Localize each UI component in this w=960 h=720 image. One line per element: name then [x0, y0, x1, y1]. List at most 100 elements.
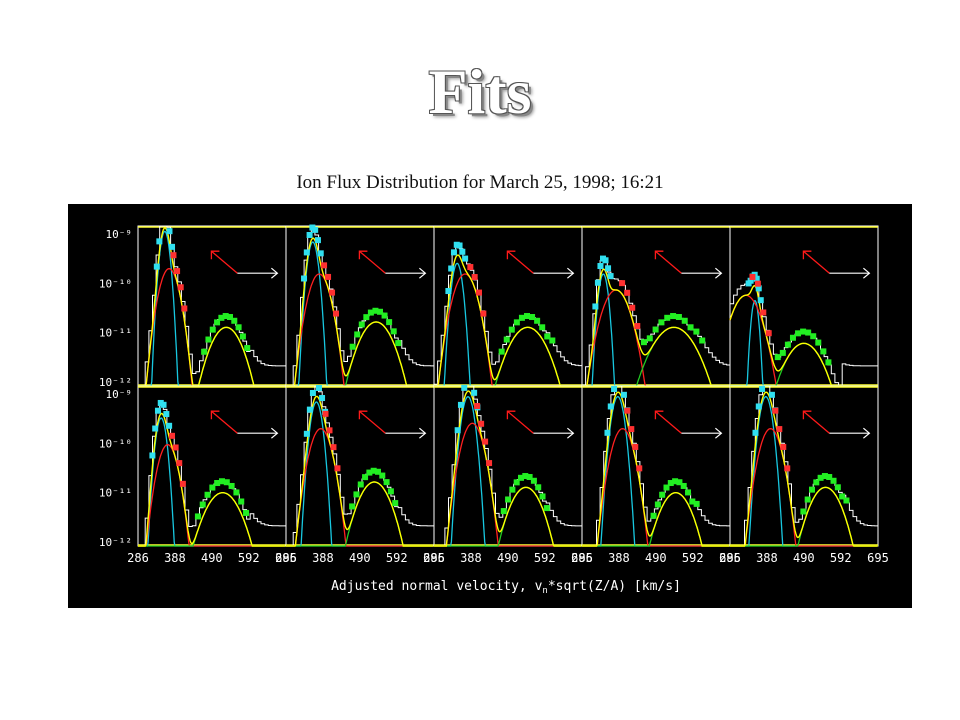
subplot-r0c3 — [581, 225, 731, 387]
proton-data-point — [152, 425, 159, 432]
proton-data-point — [166, 422, 173, 429]
heavy-data-point — [817, 474, 824, 481]
proton-data-point — [166, 228, 173, 235]
proton-data-point — [592, 303, 599, 310]
total-fit-curve — [730, 391, 878, 547]
white-arrow-head — [863, 427, 871, 439]
proton-data-point — [317, 250, 324, 257]
heavy-data-point — [676, 479, 683, 486]
heavy-data-point — [243, 509, 250, 516]
heavy-data-point — [820, 348, 827, 355]
alpha-data-point — [629, 304, 636, 311]
alpha-data-point — [482, 438, 489, 445]
proton-data-point — [605, 265, 612, 272]
proton-data-point — [752, 429, 759, 436]
heavy-data-point — [685, 489, 692, 496]
heavy-data-point — [658, 319, 665, 326]
heavy-data-point — [239, 333, 246, 340]
heavy-data-point — [214, 319, 221, 326]
alpha-data-point — [181, 305, 188, 312]
heavy-data-point — [233, 489, 240, 496]
heavy-fit-curve — [138, 326, 286, 387]
heavy-data-point — [526, 474, 533, 481]
heavy-data-point — [358, 321, 365, 328]
red-arrow — [802, 410, 830, 434]
alpha-data-point — [619, 280, 626, 287]
alpha-data-point — [474, 403, 481, 410]
alpha-data-point — [476, 289, 483, 296]
heavy-data-point — [503, 336, 510, 343]
heavy-data-point — [395, 340, 402, 347]
alpha-data-point — [179, 480, 186, 487]
heavy-data-point — [667, 480, 674, 487]
heavy-data-point — [815, 339, 822, 346]
heavy-data-point — [535, 484, 542, 491]
proton-data-point — [306, 231, 313, 238]
alpha-data-point — [333, 310, 340, 317]
red-arrow-head — [506, 410, 516, 420]
heavy-data-point — [544, 333, 551, 340]
heavy-data-point — [800, 508, 807, 515]
heavy-data-point — [370, 467, 377, 474]
heavy-data-point — [349, 343, 356, 350]
heavy-data-point — [830, 477, 837, 484]
proton-data-point — [309, 389, 316, 396]
alpha-data-point — [634, 323, 641, 330]
x-axis-label-subscript: n — [542, 586, 547, 596]
proton-data-point — [768, 391, 775, 398]
subplot-frame — [729, 225, 879, 387]
subplot-r1c1 — [285, 384, 435, 547]
heavy-data-point — [789, 334, 796, 341]
proton-data-point — [459, 248, 466, 255]
y-tick-label: 10⁻¹⁰ — [99, 437, 132, 450]
alpha-data-point — [467, 264, 474, 271]
x-tick-label: 490 — [793, 551, 815, 565]
proton-data-point — [154, 407, 161, 414]
heavy-data-point — [363, 314, 370, 321]
red-arrow-head — [802, 410, 812, 420]
panels-layer — [137, 224, 879, 547]
x-tick-label: 388 — [460, 551, 482, 565]
x-tick-label: 388 — [756, 551, 778, 565]
proton-data-point — [153, 263, 160, 270]
white-arrow-head — [715, 427, 723, 439]
red-arrow — [802, 250, 830, 274]
red-arrow — [506, 250, 534, 274]
heavy-data-point — [509, 486, 516, 493]
alpha-fit-curve — [582, 428, 730, 547]
red-arrow — [358, 410, 386, 434]
heavy-data-point — [834, 484, 841, 491]
alpha-data-point — [624, 407, 631, 414]
measured-flux-histogram — [582, 259, 731, 386]
proton-data-point — [163, 411, 170, 418]
white-arrow-head — [419, 427, 427, 439]
x-axis-label: Adjusted normal velocity, vn*sqrt(Z/A) [… — [331, 579, 681, 596]
red-arrow-head — [654, 250, 664, 260]
x-tick-label: 592 — [534, 551, 556, 565]
proton-data-point — [456, 242, 463, 249]
heavy-data-point — [238, 498, 245, 505]
total-fit-curve — [729, 284, 878, 387]
heavy-data-point — [379, 472, 386, 479]
proton-data-point — [306, 406, 313, 413]
heavy-data-point — [652, 326, 659, 333]
heavy-data-point — [779, 349, 786, 356]
y-tick-label: 10⁻¹¹ — [99, 327, 132, 340]
heavy-data-point — [693, 328, 700, 335]
heavy-data-point — [808, 486, 815, 493]
heavy-data-point — [513, 479, 520, 486]
proton-data-point — [755, 403, 762, 410]
heavy-data-point — [513, 319, 520, 326]
alpha-data-point — [480, 310, 487, 317]
heavy-data-point — [805, 329, 812, 336]
heavy-data-point — [209, 326, 216, 333]
alpha-data-point — [170, 252, 177, 259]
red-arrow-head — [506, 250, 516, 260]
heavy-data-point — [353, 491, 360, 498]
total-fit-curve — [286, 395, 434, 547]
heavy-data-point — [226, 314, 233, 321]
proton-data-point — [156, 238, 163, 245]
heavy-data-point — [795, 330, 802, 337]
heavy-data-point — [383, 479, 390, 486]
